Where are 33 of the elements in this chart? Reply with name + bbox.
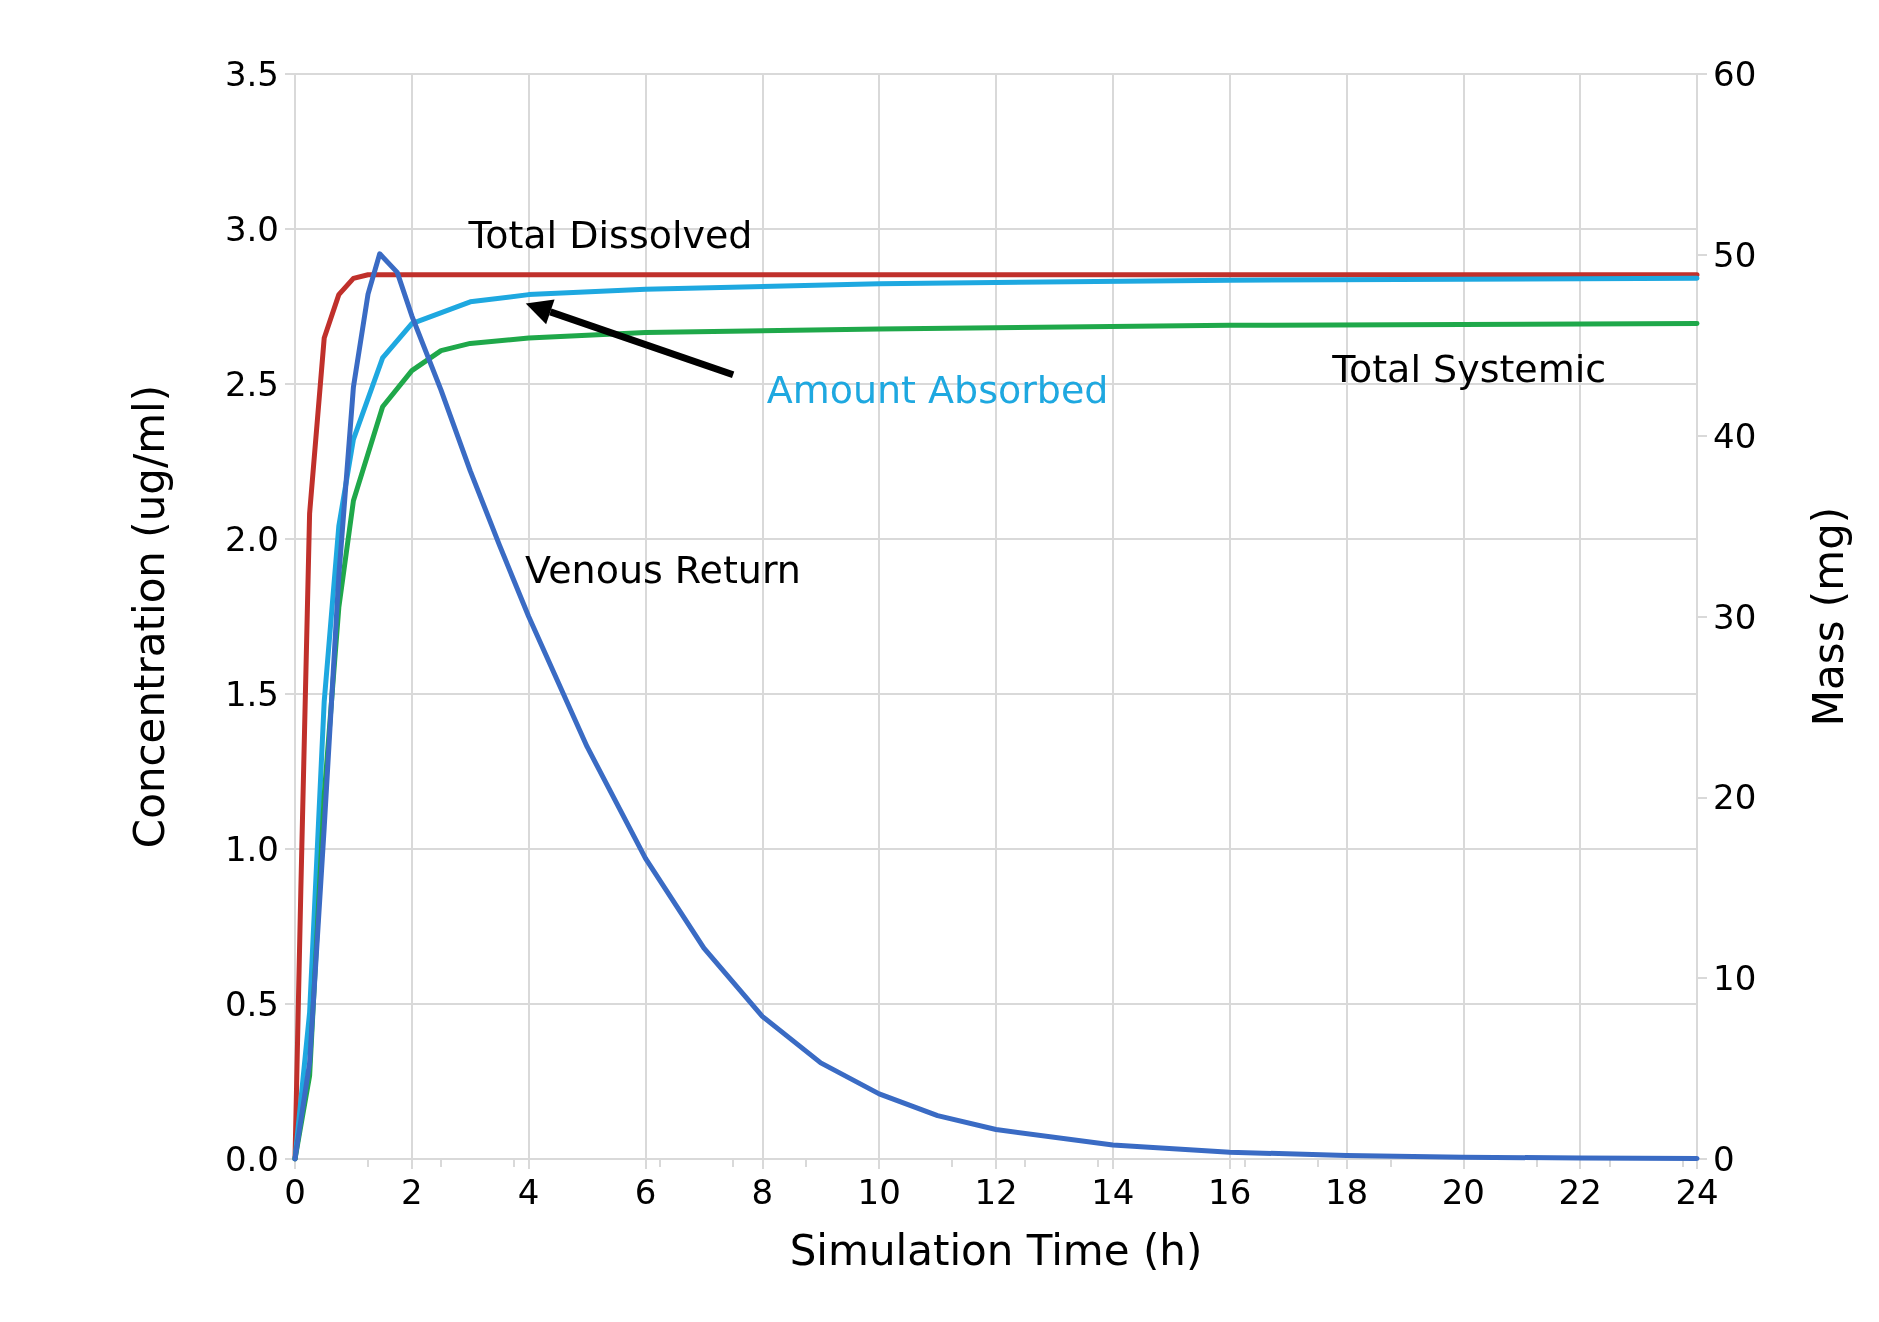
x-axis-title: Simulation Time (h) bbox=[789, 1225, 1203, 1275]
x-tick-label: 14 bbox=[1091, 1172, 1135, 1212]
x-tick-label: 12 bbox=[974, 1172, 1018, 1212]
x-tick-label: 22 bbox=[1558, 1172, 1602, 1212]
x-tick-label: 4 bbox=[517, 1172, 540, 1212]
y-tick-label: 1.5 bbox=[224, 674, 279, 714]
text: Amount Absorbed bbox=[766, 368, 1109, 413]
y2-tick-label: 30 bbox=[1713, 596, 1757, 637]
x-tick-label: 8 bbox=[751, 1172, 774, 1212]
x-tick-label: 10 bbox=[857, 1172, 901, 1212]
y-tick-label: 0.0 bbox=[224, 1139, 279, 1179]
y-tick-label: 3.5 bbox=[224, 54, 279, 94]
x-tick-label: 16 bbox=[1208, 1172, 1252, 1212]
series-label: Total Systemic bbox=[1331, 346, 1607, 391]
y-tick-label: 1.0 bbox=[224, 829, 279, 869]
y-axis-title: Concentration (ug/ml) bbox=[124, 384, 174, 849]
x-tick-label: 20 bbox=[1441, 1172, 1485, 1212]
y-tick-label: 0.5 bbox=[224, 984, 279, 1024]
y2-tick-label: 50 bbox=[1713, 234, 1757, 275]
y-tick-label: 3.0 bbox=[224, 209, 279, 249]
y2-tick-label: 40 bbox=[1713, 415, 1757, 456]
y2-axis-title: Mass (mg) bbox=[1803, 506, 1853, 727]
x-tick-label: 0 bbox=[284, 1172, 306, 1212]
y-tick-label: 2.5 bbox=[224, 364, 279, 404]
series-label: Total Dissolved bbox=[467, 213, 753, 258]
x-tick-label: 18 bbox=[1324, 1172, 1369, 1212]
y-tick-label: 2.0 bbox=[224, 519, 279, 559]
y2-tick-label: 60 bbox=[1713, 54, 1757, 94]
y2-tick-label: 10 bbox=[1713, 958, 1757, 999]
x-tick-label: 6 bbox=[634, 1172, 657, 1212]
x-tick-label: 2 bbox=[401, 1172, 423, 1212]
y2-tick-label: 20 bbox=[1713, 777, 1757, 818]
series-label: Venous Return bbox=[525, 548, 801, 592]
